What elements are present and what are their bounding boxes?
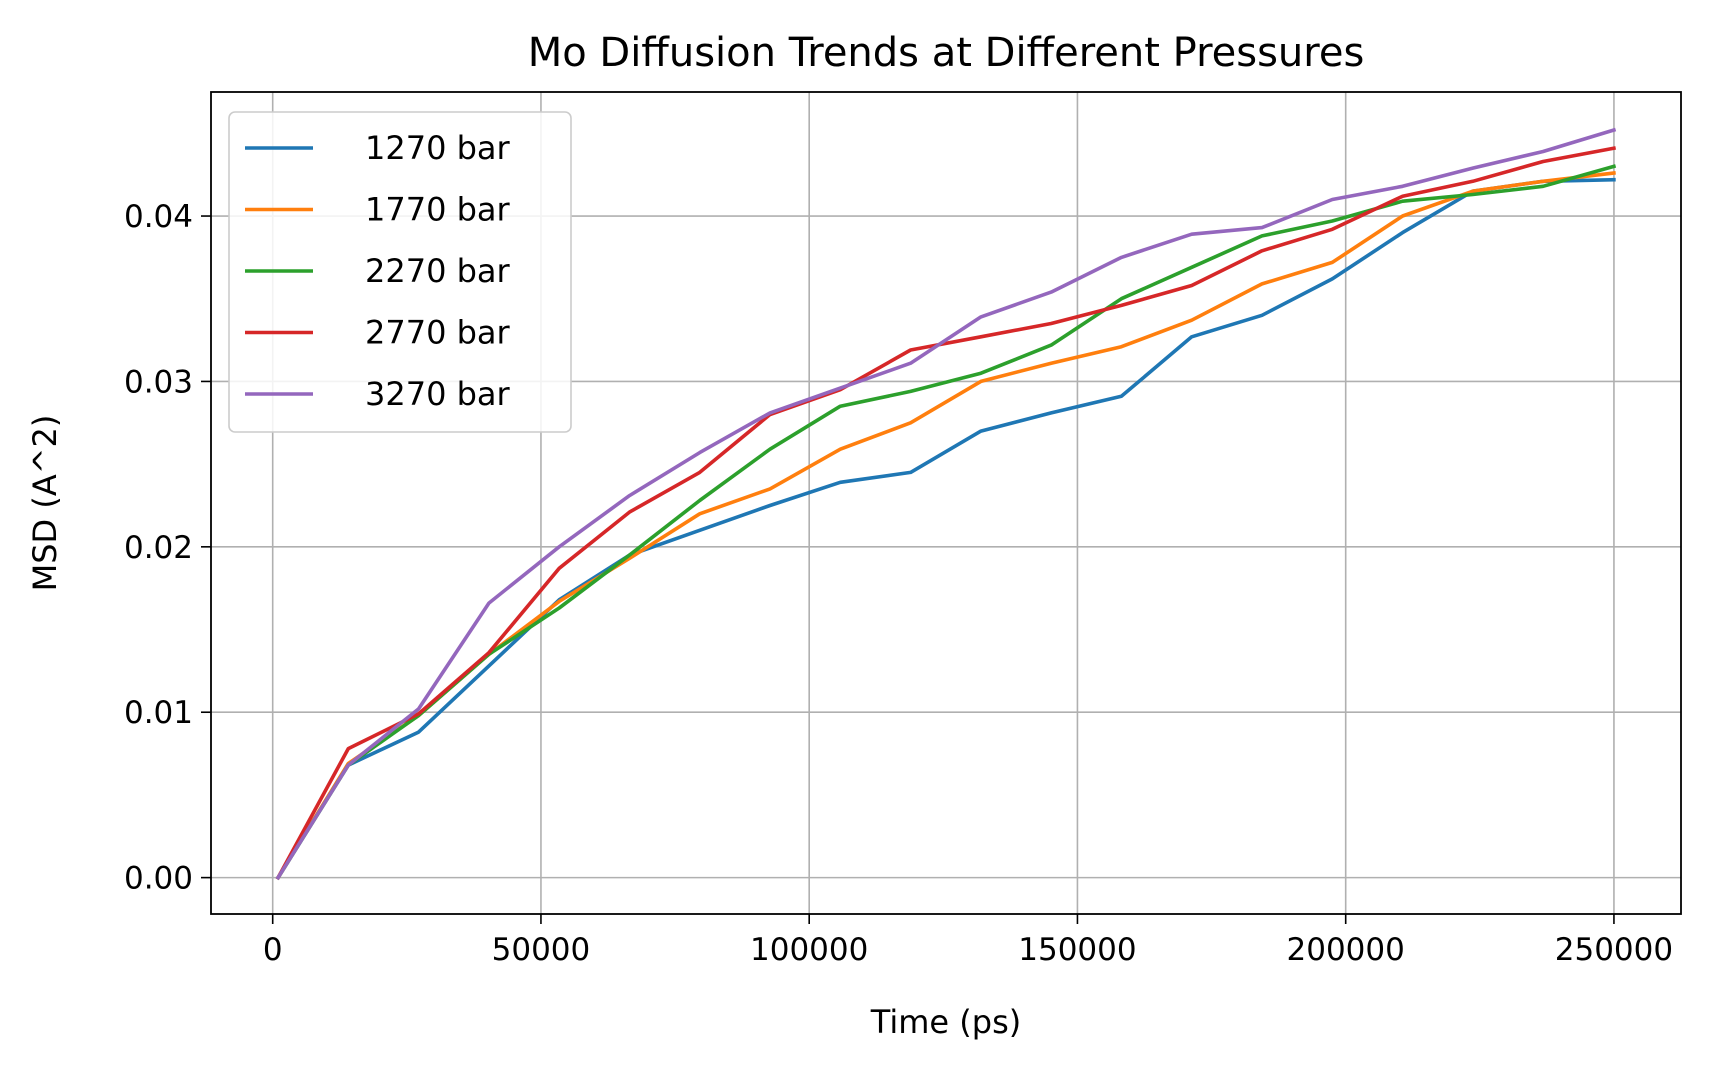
axis-ticks: 0 50000 100000 150000 200000 250000 0.00 0.01 0.… (124, 199, 1673, 968)
series-lines (275, 127, 1617, 881)
y-axis-label: MSD (A^2) (26, 415, 64, 592)
x-tick-label: 250000 (1555, 932, 1673, 968)
y-tick-label: 0.01 (124, 695, 193, 731)
x-tick-label: 100000 (750, 932, 868, 968)
series-line-3270-bar (275, 127, 1617, 881)
y-tick-label: 0.00 (124, 861, 193, 897)
legend-entry: 3270 bar (365, 375, 511, 413)
x-tick-label: 200000 (1287, 932, 1405, 968)
legend: 1270 bar 1770 bar 2270 bar 2770 bar 3270 bar (228, 111, 572, 433)
y-tick-label: 0.03 (124, 364, 193, 400)
legend-box (228, 111, 572, 433)
series-line-1270-bar (275, 177, 1616, 881)
x-tick-label: 50000 (492, 932, 591, 968)
x-tick-label: 150000 (1018, 932, 1136, 968)
series-line-2770-bar (275, 146, 1617, 881)
x-axis-label: Time (ps) (870, 1003, 1021, 1041)
y-tick-label: 0.04 (124, 199, 193, 235)
legend-entry: 1770 bar (365, 191, 511, 229)
legend-entry: 2270 bar (365, 252, 511, 290)
plot-frame (210, 91, 1682, 915)
y-tick-label: 0.02 (124, 530, 193, 566)
x-tick-label: 0 (263, 932, 283, 968)
legend-entry: 1270 bar (365, 129, 511, 167)
chart-title: Mo Diffusion Trends at Different Pressur… (528, 30, 1365, 76)
legend-entry: 2770 bar (365, 314, 511, 352)
series-line-2270-bar (275, 164, 1617, 881)
